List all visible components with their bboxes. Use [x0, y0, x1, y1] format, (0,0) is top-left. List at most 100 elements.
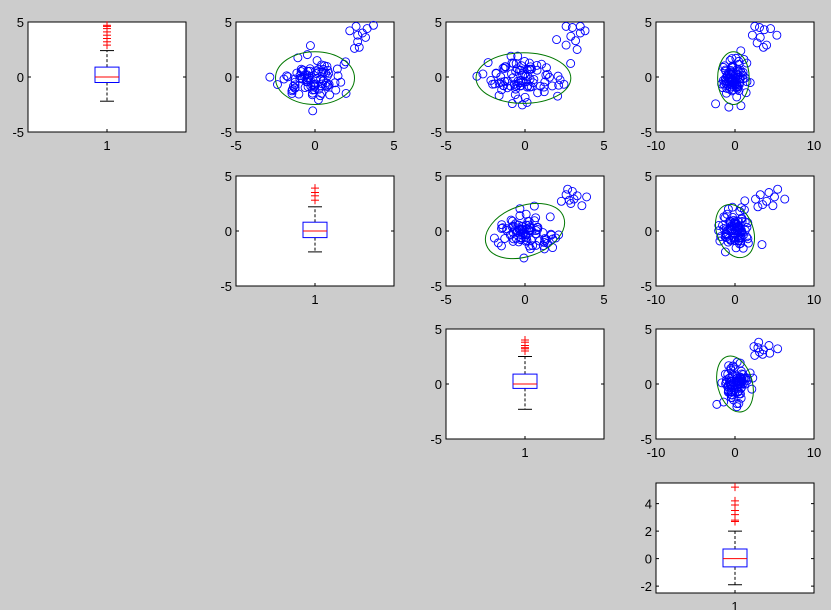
scatter-point — [341, 88, 351, 98]
scatter-point — [298, 65, 308, 75]
box-iqr — [94, 66, 120, 83]
y-tick-label: 0 — [225, 224, 232, 239]
confidence-ellipse — [715, 203, 755, 259]
scatter-point — [506, 215, 516, 225]
x-tick-label: -5 — [440, 138, 452, 153]
scatter-point — [721, 76, 731, 86]
scatter-point — [567, 186, 577, 196]
y-tick-label: -5 — [430, 279, 442, 294]
scatter-point — [515, 204, 525, 214]
subplot-box-4: 4 2 0 -2 1 — [640, 482, 815, 610]
scatter-point — [738, 71, 748, 80]
y-tick-label: 5 — [435, 322, 442, 337]
box-outlier-marker — [103, 21, 111, 30]
scatter-point — [478, 69, 488, 79]
scatter-point — [773, 184, 783, 194]
scatter-point — [308, 106, 318, 116]
scatter-point — [521, 71, 531, 81]
y-tick-label: 0 — [435, 70, 442, 85]
scatter-point — [723, 204, 733, 214]
scatter-point — [516, 65, 526, 75]
scatter-point — [361, 32, 371, 42]
scatter-point — [561, 21, 571, 31]
scatter-point — [516, 233, 526, 243]
scatter-point — [353, 30, 363, 40]
scatter-core-points — [489, 201, 564, 263]
scatter-point — [714, 221, 724, 230]
subplot-box-1: 5 0 -5 1 — [12, 15, 187, 153]
x-tick-label: 10 — [807, 138, 821, 153]
scatter-point — [559, 79, 569, 89]
scatter-point — [532, 222, 542, 232]
scatter-point — [522, 98, 532, 107]
scatter-point — [755, 23, 764, 32]
scatter-point — [723, 380, 733, 390]
scatter-point — [757, 240, 767, 250]
scatter-point — [507, 58, 517, 68]
scatter-point — [526, 244, 535, 254]
scatter-point — [753, 202, 763, 212]
y-tick-label: 0 — [645, 552, 652, 567]
scatter-point — [292, 68, 302, 78]
scatter-core-points — [265, 41, 351, 116]
scatter-point — [538, 228, 548, 238]
scatter-point — [750, 21, 760, 31]
scatter-point — [727, 217, 737, 227]
scatter-point — [330, 78, 340, 88]
scatter-point — [290, 74, 300, 84]
scatter-point — [336, 77, 346, 87]
scatter-point — [759, 25, 769, 35]
y-tick-label: 2 — [645, 524, 652, 539]
scatter-point — [755, 190, 765, 200]
scatter-point — [531, 229, 541, 239]
scatter-point — [541, 63, 551, 73]
subplot-scatter-1-3: 5 0 -5-5 0 5 — [430, 15, 607, 153]
y-tick-label: 0 — [17, 70, 24, 85]
confidence-ellipse — [717, 51, 750, 105]
scatter-point — [766, 24, 775, 34]
scatter-point — [551, 233, 561, 243]
y-tick-label: -5 — [12, 125, 24, 140]
scatter-point — [303, 82, 313, 92]
scatter-point — [566, 31, 576, 41]
scatter-core-points — [712, 357, 758, 412]
scatter-point — [513, 226, 522, 235]
y-tick-label: 5 — [225, 15, 232, 30]
scatter-core-points — [714, 196, 767, 257]
scatter-point — [725, 225, 735, 235]
axes-frame — [445, 21, 605, 133]
scatter-point — [522, 82, 532, 92]
scatter-point — [720, 232, 730, 242]
scatter-point — [510, 90, 520, 100]
x-tick-label: -10 — [647, 292, 666, 307]
box-outlier-marker — [731, 483, 739, 492]
scatter-point — [516, 81, 526, 91]
scatter-point — [545, 212, 555, 222]
y-tick-label: 5 — [645, 15, 652, 30]
scatter-point — [543, 69, 552, 79]
x-tick-label: 0 — [731, 445, 738, 460]
scatter-point — [318, 76, 328, 86]
scatter-point — [486, 76, 496, 85]
scatter-point — [554, 80, 564, 90]
scatter-point — [736, 389, 745, 399]
subplot-box-3: 5 0 -5 1 — [430, 322, 605, 460]
scatter-point — [341, 57, 351, 67]
scatter-point — [303, 66, 313, 76]
scatter-point — [577, 201, 587, 211]
scatter-point — [513, 51, 523, 61]
scatter-point — [554, 230, 564, 240]
y-tick-label: 0 — [435, 377, 442, 392]
x-tick-label: 0 — [731, 138, 738, 153]
y-tick-label: -5 — [220, 125, 232, 140]
scatter-point — [305, 41, 315, 51]
scatter-point — [507, 69, 516, 79]
y-tick-label: 0 — [435, 224, 442, 239]
x-tick-label: 10 — [807, 292, 821, 307]
x-tick-label: 5 — [390, 138, 397, 153]
box-outlier-marker — [521, 336, 529, 344]
scatter-point — [525, 64, 535, 74]
scatter-point — [491, 69, 501, 78]
scatter-point — [762, 40, 772, 50]
scatter-point — [734, 86, 744, 96]
